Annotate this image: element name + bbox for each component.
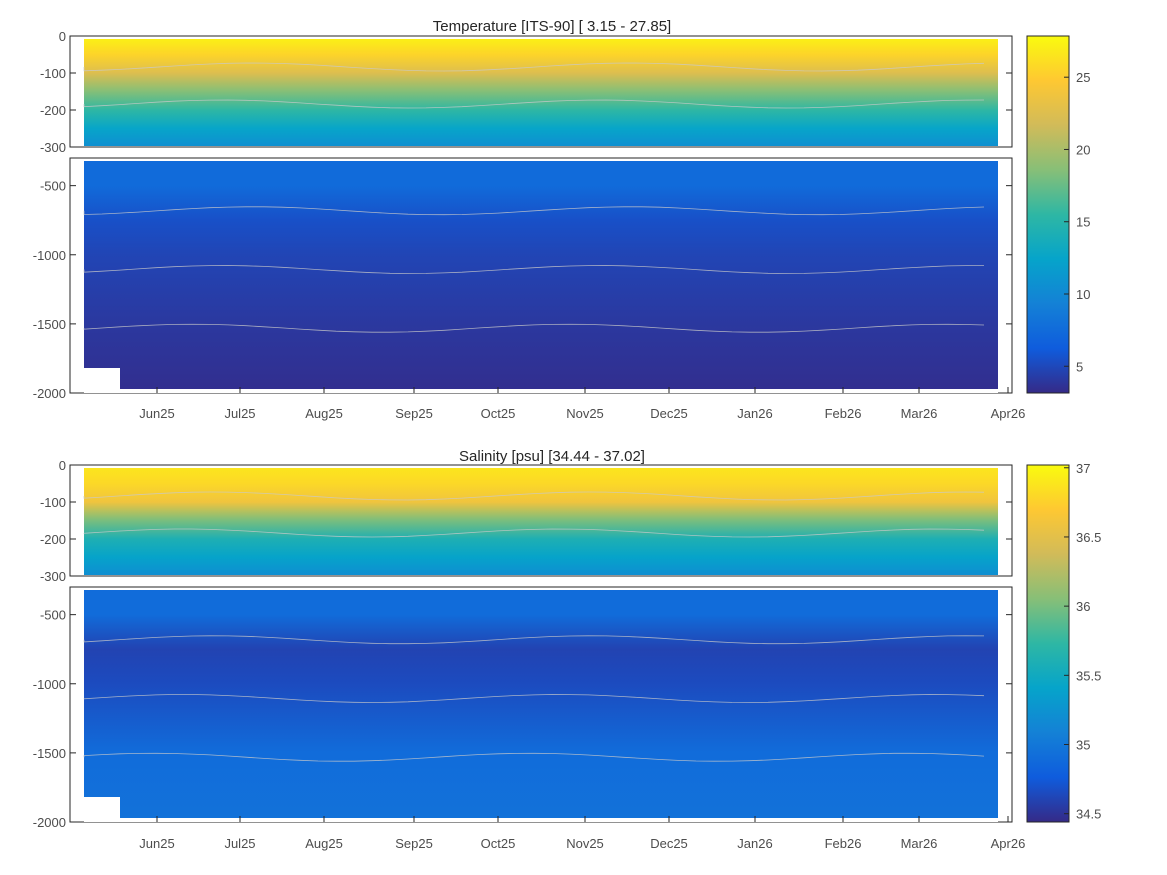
contour-line (83, 99, 985, 109)
contour-line (83, 752, 985, 762)
y-tick-label: -500 (40, 179, 66, 194)
colorbar: 5 10 15 20 25 (1026, 35, 1090, 394)
colorbar-tick-label: 37 (1076, 461, 1090, 476)
y-tick-label: -1500 (33, 317, 66, 332)
x-tick-label: Apr26 (991, 406, 1026, 421)
contour-line (83, 265, 985, 274)
x-tick-label: Feb26 (825, 406, 862, 421)
colorbar-scale (1026, 35, 1070, 394)
y-tick-label: -300 (40, 569, 66, 584)
x-tick-label: Jul25 (224, 406, 255, 421)
x-tick-label: Mar26 (901, 406, 938, 421)
x-tick-label: Nov25 (566, 406, 604, 421)
x-tick-label: Nov25 (566, 836, 604, 851)
x-tick-label: Jun25 (139, 406, 174, 421)
colorbar-scale (1026, 464, 1070, 823)
colorbar-tick-label: 35.5 (1076, 668, 1101, 683)
y-tick-label: -1000 (33, 248, 66, 263)
x-tick-label: Oct25 (481, 406, 516, 421)
y-tick-label: -1000 (33, 677, 66, 692)
x-tick-label: Feb26 (825, 836, 862, 851)
contour-line (83, 323, 985, 333)
x-tick-label: Sep25 (395, 836, 433, 851)
no-data-gap (84, 818, 998, 822)
colorbar: 34.5 35 35.5 36 36.5 37 (1026, 461, 1101, 823)
no-data-gap (84, 389, 998, 393)
x-tick-label: Sep25 (395, 406, 433, 421)
y-tick-label: -100 (40, 495, 66, 510)
colorbar-tick-label: 34.5 (1076, 807, 1101, 822)
contour-line (83, 635, 985, 645)
heatmap-field (84, 590, 998, 821)
colorbar-tick-label: 15 (1076, 215, 1090, 230)
colorbar-tick-label: 5 (1076, 359, 1083, 374)
x-tick-label: Apr26 (991, 836, 1026, 851)
colorbar-tick-label: 36.5 (1076, 530, 1101, 545)
heatmap-field (84, 39, 998, 146)
chart-title: Temperature [ITS-90] [ 3.15 - 27.85] (433, 18, 671, 35)
colorbar-tick-label: 36 (1076, 599, 1090, 614)
contour-line (83, 206, 985, 216)
x-tick-label: Jan26 (737, 836, 772, 851)
x-tick-label: Dec25 (650, 836, 688, 851)
chart-title: Salinity [psu] [34.44 - 37.02] (459, 448, 645, 465)
colorbar-tick-label: 35 (1076, 738, 1090, 753)
heatmap-field (84, 161, 998, 392)
lower-depth-panel (69, 586, 1013, 823)
y-tick-label: -2000 (33, 386, 66, 401)
no-data-gap (90, 797, 120, 822)
no-data-gap (84, 797, 92, 822)
y-tick-label: -200 (40, 532, 66, 547)
x-tick-label: Aug25 (305, 836, 343, 851)
y-tick-label: 0 (59, 458, 66, 473)
upper-depth-panel (69, 35, 1013, 148)
contour-line (83, 62, 985, 72)
x-tick-label: Mar26 (901, 836, 938, 851)
x-tick-label: Jan26 (737, 406, 772, 421)
y-tick-label: -2000 (33, 815, 66, 830)
upper-depth-panel (69, 464, 1013, 577)
no-data-gap (90, 368, 120, 393)
y-tick-label: 0 (59, 29, 66, 44)
x-tick-label: Dec25 (650, 406, 688, 421)
x-tick-label: Jun25 (139, 836, 174, 851)
y-tick-label: -200 (40, 103, 66, 118)
x-tick-label: Aug25 (305, 406, 343, 421)
colorbar-tick-label: 10 (1076, 287, 1090, 302)
x-tick-label: Jul25 (224, 836, 255, 851)
colorbar-tick-label: 25 (1076, 70, 1090, 85)
salinity-chart: Salinity [psu] [34.44 - 37.02] 0 -100 -200 -… (33, 448, 1102, 851)
y-tick-label: -1500 (33, 746, 66, 761)
no-data-gap (84, 368, 92, 393)
contour-line (83, 694, 985, 703)
lower-depth-panel (69, 157, 1013, 394)
y-tick-label: -500 (40, 608, 66, 623)
contour-line (83, 491, 985, 501)
y-tick-label: -300 (40, 140, 66, 155)
contour-line (83, 528, 985, 538)
x-tick-label: Oct25 (481, 836, 516, 851)
y-tick-label: -100 (40, 66, 66, 81)
temperature-chart: Temperature [ITS-90] [ 3.15 - 27.85] 0 -10… (33, 18, 1091, 421)
colorbar-tick-label: 20 (1076, 142, 1090, 157)
heatmap-field (84, 468, 998, 575)
